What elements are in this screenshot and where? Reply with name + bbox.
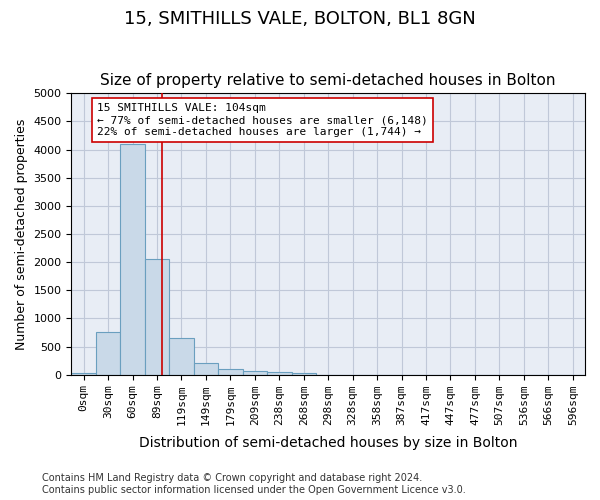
Title: Size of property relative to semi-detached houses in Bolton: Size of property relative to semi-detach… xyxy=(100,73,556,88)
Bar xyxy=(218,369,242,374)
Bar xyxy=(145,260,169,374)
X-axis label: Distribution of semi-detached houses by size in Bolton: Distribution of semi-detached houses by … xyxy=(139,436,517,450)
Bar xyxy=(71,373,96,374)
Bar xyxy=(96,332,121,374)
Bar xyxy=(242,372,267,374)
Bar xyxy=(292,373,316,374)
Text: 15 SMITHILLS VALE: 104sqm
← 77% of semi-detached houses are smaller (6,148)
22% : 15 SMITHILLS VALE: 104sqm ← 77% of semi-… xyxy=(97,104,428,136)
Text: 15, SMITHILLS VALE, BOLTON, BL1 8GN: 15, SMITHILLS VALE, BOLTON, BL1 8GN xyxy=(124,10,476,28)
Bar xyxy=(169,338,194,374)
Text: Contains HM Land Registry data © Crown copyright and database right 2024.
Contai: Contains HM Land Registry data © Crown c… xyxy=(42,474,466,495)
Y-axis label: Number of semi-detached properties: Number of semi-detached properties xyxy=(15,118,28,350)
Bar xyxy=(121,144,145,374)
Bar xyxy=(194,364,218,374)
Bar xyxy=(267,372,292,374)
